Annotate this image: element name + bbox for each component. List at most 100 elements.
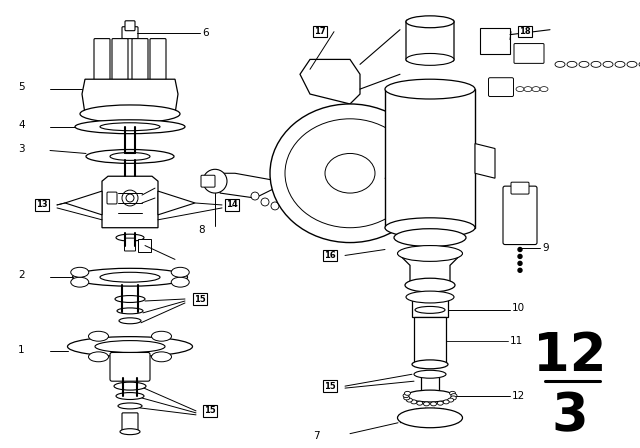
FancyBboxPatch shape: [514, 43, 544, 63]
Ellipse shape: [516, 86, 524, 91]
Ellipse shape: [639, 61, 640, 67]
Ellipse shape: [406, 398, 412, 402]
Text: 9: 9: [542, 242, 548, 253]
Text: 3: 3: [552, 390, 588, 442]
Ellipse shape: [172, 267, 189, 277]
Ellipse shape: [627, 61, 637, 67]
FancyBboxPatch shape: [150, 39, 166, 80]
Text: 18: 18: [519, 27, 531, 36]
FancyBboxPatch shape: [406, 20, 454, 61]
Ellipse shape: [117, 308, 143, 314]
Ellipse shape: [579, 61, 589, 67]
Ellipse shape: [88, 331, 109, 341]
Circle shape: [122, 190, 138, 206]
Ellipse shape: [591, 61, 601, 67]
Ellipse shape: [270, 104, 430, 242]
FancyBboxPatch shape: [122, 27, 138, 39]
Text: 15: 15: [194, 294, 206, 303]
Polygon shape: [102, 176, 158, 228]
Polygon shape: [220, 173, 290, 198]
FancyBboxPatch shape: [132, 39, 148, 80]
Ellipse shape: [397, 246, 463, 261]
Ellipse shape: [385, 79, 475, 99]
FancyBboxPatch shape: [94, 39, 110, 80]
FancyBboxPatch shape: [110, 353, 150, 381]
Ellipse shape: [406, 291, 454, 303]
Polygon shape: [300, 60, 360, 104]
Circle shape: [518, 268, 522, 272]
Text: 12: 12: [533, 331, 607, 383]
Ellipse shape: [424, 402, 429, 406]
Ellipse shape: [431, 402, 436, 406]
Text: 15: 15: [324, 382, 336, 391]
FancyBboxPatch shape: [125, 238, 136, 251]
FancyBboxPatch shape: [112, 39, 128, 80]
Text: 1: 1: [18, 345, 24, 354]
Ellipse shape: [285, 119, 415, 228]
Ellipse shape: [451, 394, 457, 397]
Text: 7: 7: [314, 431, 320, 441]
Ellipse shape: [411, 400, 417, 404]
FancyBboxPatch shape: [107, 192, 117, 204]
Circle shape: [203, 169, 227, 193]
Ellipse shape: [437, 401, 444, 405]
Text: 10: 10: [512, 303, 525, 313]
Ellipse shape: [451, 396, 456, 400]
Text: 12: 12: [512, 391, 525, 401]
Polygon shape: [480, 28, 510, 55]
Text: 6: 6: [202, 28, 209, 38]
Ellipse shape: [404, 396, 410, 400]
Ellipse shape: [80, 105, 180, 123]
Text: 3: 3: [18, 143, 24, 154]
Polygon shape: [82, 79, 178, 114]
Circle shape: [518, 248, 522, 251]
Ellipse shape: [325, 154, 375, 193]
Ellipse shape: [443, 400, 449, 404]
Ellipse shape: [67, 336, 193, 357]
FancyBboxPatch shape: [201, 175, 215, 187]
Ellipse shape: [152, 352, 172, 362]
FancyBboxPatch shape: [488, 78, 513, 96]
Ellipse shape: [75, 120, 185, 134]
Ellipse shape: [71, 267, 89, 277]
Circle shape: [518, 261, 522, 265]
Ellipse shape: [405, 278, 455, 292]
Text: 15: 15: [204, 406, 216, 415]
Polygon shape: [158, 191, 195, 215]
Text: 17: 17: [314, 27, 326, 36]
Polygon shape: [412, 297, 448, 317]
FancyBboxPatch shape: [511, 182, 529, 194]
Ellipse shape: [114, 382, 146, 390]
Polygon shape: [414, 317, 446, 364]
Ellipse shape: [385, 218, 475, 237]
Text: 8: 8: [198, 225, 205, 235]
Ellipse shape: [119, 318, 141, 324]
Ellipse shape: [71, 277, 89, 287]
Circle shape: [518, 254, 522, 258]
Ellipse shape: [449, 392, 456, 395]
Text: 2: 2: [18, 270, 24, 280]
Ellipse shape: [116, 392, 144, 400]
FancyBboxPatch shape: [138, 239, 150, 252]
Ellipse shape: [115, 296, 145, 302]
Ellipse shape: [412, 360, 448, 369]
FancyBboxPatch shape: [122, 413, 138, 433]
Ellipse shape: [417, 401, 422, 405]
FancyBboxPatch shape: [125, 21, 135, 31]
Ellipse shape: [567, 61, 577, 67]
Polygon shape: [475, 143, 495, 178]
Ellipse shape: [152, 331, 172, 341]
Ellipse shape: [120, 429, 140, 435]
Circle shape: [251, 192, 259, 200]
Ellipse shape: [100, 123, 160, 131]
Ellipse shape: [110, 152, 150, 160]
Polygon shape: [385, 89, 475, 228]
Ellipse shape: [406, 390, 454, 402]
Ellipse shape: [603, 61, 613, 67]
Text: 5: 5: [18, 82, 24, 92]
Circle shape: [261, 198, 269, 206]
Ellipse shape: [95, 340, 165, 353]
FancyBboxPatch shape: [503, 186, 537, 245]
Ellipse shape: [532, 86, 540, 91]
Ellipse shape: [116, 234, 144, 241]
